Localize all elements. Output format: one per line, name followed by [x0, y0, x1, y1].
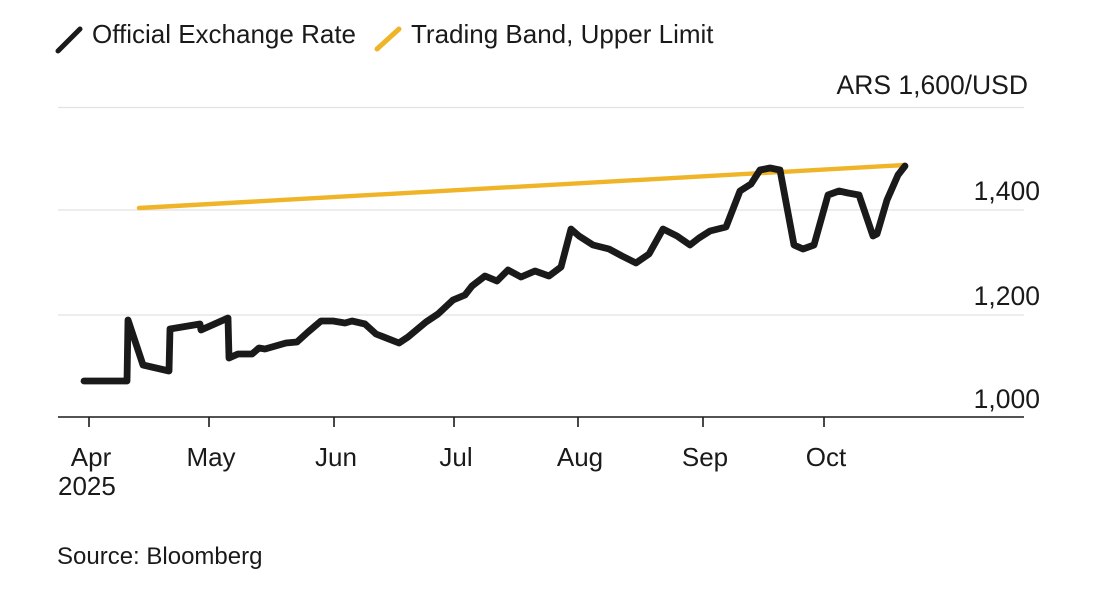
svg-text:May: May [186, 442, 235, 472]
svg-text:Jul: Jul [439, 442, 472, 472]
svg-text:Aug: Aug [557, 442, 603, 472]
svg-text:ARS 1,600/USD: ARS 1,600/USD [837, 70, 1028, 100]
svg-text:1,200: 1,200 [974, 281, 1040, 311]
svg-text:1,000: 1,000 [974, 384, 1040, 414]
svg-text:Oct: Oct [806, 442, 847, 472]
svg-text:2025: 2025 [58, 471, 116, 501]
svg-text:1,400: 1,400 [974, 176, 1040, 206]
svg-text:Source: Bloomberg: Source: Bloomberg [57, 543, 262, 570]
svg-text:Sep: Sep [682, 442, 728, 472]
svg-text:Jun: Jun [315, 442, 357, 472]
svg-text:Trading Band, Upper Limit: Trading Band, Upper Limit [411, 19, 714, 49]
svg-text:Apr: Apr [71, 442, 112, 472]
svg-text:Official Exchange Rate: Official Exchange Rate [92, 19, 356, 49]
